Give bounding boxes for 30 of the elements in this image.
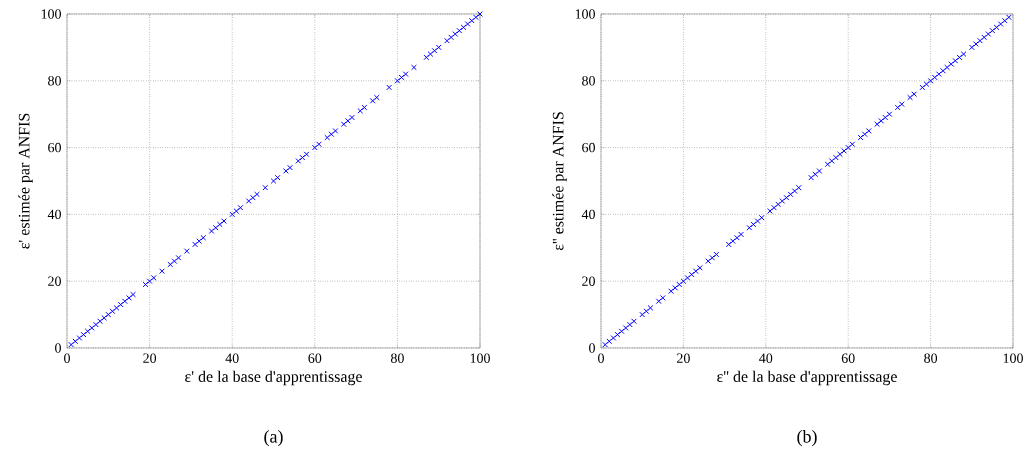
- x-tick-label: 100: [470, 353, 490, 363]
- y-tick-label: 20: [582, 276, 595, 286]
- x-tick-label: 40: [225, 353, 239, 363]
- y-tick-label: 60: [582, 142, 595, 153]
- y-tick-label: 80: [48, 76, 61, 86]
- x-tick-label: 60: [841, 353, 855, 363]
- x-tick-label: 20: [677, 353, 690, 363]
- text: (b): [797, 430, 817, 447]
- x-tick-label: 40: [759, 353, 773, 363]
- x-tick-label: 80: [924, 353, 938, 363]
- y-tick-label: 40: [581, 209, 595, 220]
- y-tick-label: 0: [589, 343, 595, 353]
- text: (a): [264, 430, 283, 447]
- y-axis-title: ε' estimée par ANFIS: [18, 113, 33, 249]
- y-tick-label: 100: [41, 9, 61, 19]
- x-tick-label: 60: [308, 353, 322, 363]
- y-tick-label: 40: [47, 209, 61, 220]
- y-tick-label: 60: [48, 142, 61, 153]
- x-axis-title: ε' de la base d'apprentissage: [185, 370, 362, 386]
- x-axis-title: ε'' de la base d'apprentissage: [717, 370, 897, 386]
- y-axis-title: ε'' estimée par ANFIS: [552, 112, 567, 251]
- y-tick-label: 80: [582, 76, 595, 86]
- y-tick-label: 100: [575, 9, 595, 19]
- x-tick-label: 0: [64, 353, 70, 363]
- x-tick-label: 80: [390, 353, 404, 363]
- x-tick-label: 100: [1003, 353, 1023, 363]
- y-tick-label: 20: [48, 276, 61, 286]
- x-tick-label: 20: [143, 353, 157, 363]
- x-tick-label: 0: [598, 353, 604, 363]
- y-tick-label: 0: [55, 343, 61, 353]
